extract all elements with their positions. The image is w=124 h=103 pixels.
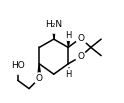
- Text: H: H: [65, 70, 71, 79]
- Text: H: H: [65, 30, 71, 40]
- Polygon shape: [38, 64, 41, 78]
- Text: H₂N: H₂N: [45, 20, 62, 29]
- Text: O: O: [77, 34, 84, 43]
- Text: O: O: [77, 52, 84, 61]
- Polygon shape: [67, 35, 70, 47]
- Polygon shape: [52, 25, 55, 39]
- Text: O: O: [36, 74, 43, 83]
- Text: HO: HO: [11, 61, 25, 70]
